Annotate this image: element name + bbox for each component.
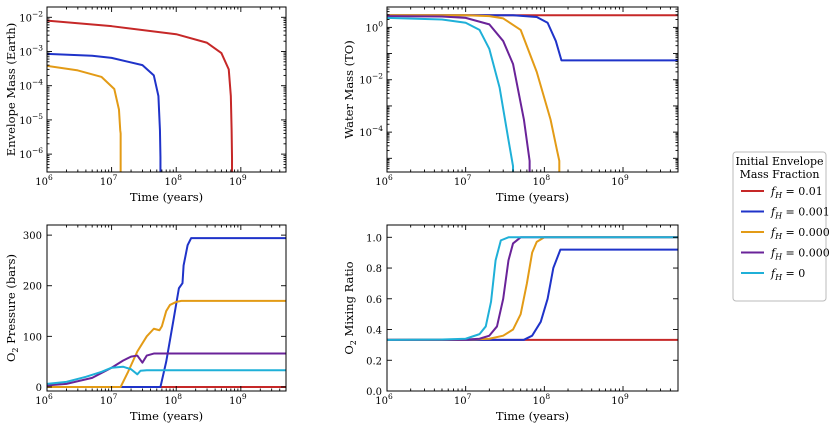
x-tick-label: 107 <box>100 173 118 188</box>
series-group <box>47 19 234 172</box>
x-tick-label: 108 <box>164 173 182 188</box>
series-group <box>387 14 678 172</box>
legend-label: fH = 0.001 <box>770 206 830 221</box>
plot-frame <box>46 6 287 173</box>
y-tick-label: 10−2 <box>359 72 383 87</box>
y-tick-label: 0.6 <box>366 295 382 306</box>
x-tick-label: 108 <box>164 392 182 407</box>
series-line <box>47 299 286 388</box>
legend-entries: fH = 0.01 fH = 0.001 fH = 0.0005 fH = 0.000… <box>741 185 830 282</box>
y-tick-label: 0.8 <box>366 264 382 275</box>
x-axis-label: Time (years) <box>130 190 203 204</box>
series-group <box>387 236 678 341</box>
x-tick-label: 109 <box>229 392 247 407</box>
o2-mixing-ratio-panel: 106 107 108 109 0.0 0.2 0.4 0.6 0.8 1.0 Time (year… <box>342 224 679 423</box>
y-tick-label: 10−6 <box>19 146 43 161</box>
legend-entry: fH = 0 <box>741 267 805 282</box>
x-tick-label: 109 <box>611 392 629 407</box>
plot-frame <box>386 6 679 173</box>
series-line <box>47 365 286 385</box>
x-tick-label: 108 <box>533 392 551 407</box>
y-tick-label: 1.0 <box>366 233 382 244</box>
x-tick-label: 106 <box>35 173 53 188</box>
y-tick-label: 10−4 <box>19 78 43 93</box>
series-line <box>387 236 678 341</box>
legend-title-line1: Initial Envelope <box>736 155 824 168</box>
series-line <box>387 236 678 341</box>
x-tick-label: 109 <box>229 173 247 188</box>
legend-entry: fH = 0.0001 <box>741 247 830 262</box>
y-tick-label: 0.2 <box>366 356 382 367</box>
legend-entry: fH = 0.0005 <box>741 226 830 241</box>
x-tick-label: 108 <box>533 173 551 188</box>
y-tick-label: 100 <box>365 19 383 34</box>
x-tick-label: 106 <box>35 392 53 407</box>
series-line <box>387 15 531 172</box>
series-line <box>47 352 286 387</box>
series-group <box>47 237 286 388</box>
envelope-mass-panel: 106 107 108 109 10−6 10−5 10−4 10−3 10−2 Time (ye… <box>4 6 287 204</box>
y-tick-label: 300 <box>23 231 42 242</box>
x-tick-label: 109 <box>611 173 629 188</box>
y-tick-label: 10−4 <box>359 124 383 139</box>
y-tick-label: 0.4 <box>366 326 382 337</box>
y-tick-label: 0 <box>36 383 42 394</box>
series-line <box>387 16 515 172</box>
series-line <box>387 236 678 341</box>
x-tick-label: 106 <box>375 173 393 188</box>
plot-frame <box>46 224 287 392</box>
y-axis-label: Water Mass (TO) <box>342 40 356 138</box>
x-axis-label: Time (years) <box>496 190 569 204</box>
y-axis-label: O2 Mixing Ratio <box>342 261 358 354</box>
legend-entry: fH = 0.001 <box>741 206 830 221</box>
legend-title-line2: Mass Fraction <box>740 168 820 181</box>
legend-label: fH = 0.0005 <box>770 226 830 241</box>
series-line <box>387 248 678 341</box>
series-line <box>47 237 286 388</box>
x-tick-label: 107 <box>100 392 118 407</box>
legend-entry: fH = 0.01 <box>741 185 823 200</box>
x-axis-label: Time (years) <box>496 409 569 423</box>
series-line <box>47 19 234 172</box>
water-mass-panel: 106 107 108 109 10−4 10−2 100 Time (years) Water… <box>342 6 679 204</box>
series-line <box>47 52 162 172</box>
y-tick-label: 10−2 <box>19 9 43 24</box>
y-tick-label: 10−3 <box>19 44 43 59</box>
o2-pressure-panel: 106 107 108 109 0 100 200 300 Time (years) O2 Pre… <box>4 224 287 423</box>
legend-label: fH = 0.01 <box>770 185 823 200</box>
y-tick-label: 200 <box>23 282 42 293</box>
series-line <box>47 64 122 172</box>
legend-label: fH = 0 <box>770 267 805 282</box>
x-tick-label: 106 <box>375 392 393 407</box>
y-axis-label: O2 Pressure (bars) <box>4 254 20 362</box>
series-line <box>387 14 561 172</box>
series-line <box>387 14 678 62</box>
y-tick-label: 10−5 <box>19 112 43 127</box>
y-tick-label: 100 <box>23 332 42 343</box>
x-axis-label: Time (years) <box>130 409 203 423</box>
y-tick-label: 0.0 <box>366 387 382 398</box>
legend: Initial Envelope Mass Fraction fH = 0.01… <box>732 151 830 302</box>
y-axis-label: Envelope Mass (Earth) <box>4 23 18 156</box>
x-tick-label: 107 <box>454 392 472 407</box>
legend-frame <box>732 151 827 302</box>
legend-label: fH = 0.0001 <box>770 247 830 262</box>
x-tick-label: 107 <box>454 173 472 188</box>
